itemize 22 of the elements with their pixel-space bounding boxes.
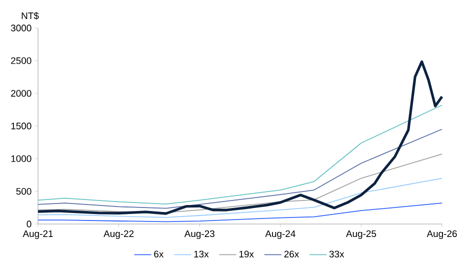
x-tick-label: Aug-23 <box>184 230 214 239</box>
x-tick-label: Aug-22 <box>104 230 134 239</box>
legend-label: 33x <box>329 250 344 258</box>
y-tick-label: 2000 <box>11 90 32 97</box>
x-tick-label: Aug-21 <box>22 230 53 239</box>
y-axis-title: NT$ <box>22 12 39 20</box>
y-tick-label: 1500 <box>11 122 32 130</box>
y-tick-label: 0 <box>26 220 32 228</box>
x-tick-label: Aug-25 <box>346 230 376 239</box>
line-series <box>38 104 442 205</box>
legend-label: 13x <box>194 250 209 258</box>
legend-label: 19x <box>239 250 254 258</box>
y-tick-label: 3000 <box>10 24 32 32</box>
line-series <box>38 178 442 218</box>
x-tick-label: Aug-26 <box>426 230 457 239</box>
x-tick-label: Aug-24 <box>265 230 296 239</box>
legend-label: 26x <box>284 250 299 258</box>
legend-label: 6x <box>154 250 164 258</box>
y-tick-label: 1000 <box>11 155 32 162</box>
y-tick-label: 500 <box>16 188 32 195</box>
y-tick-label: 2500 <box>11 57 32 64</box>
line-series <box>38 128 442 209</box>
